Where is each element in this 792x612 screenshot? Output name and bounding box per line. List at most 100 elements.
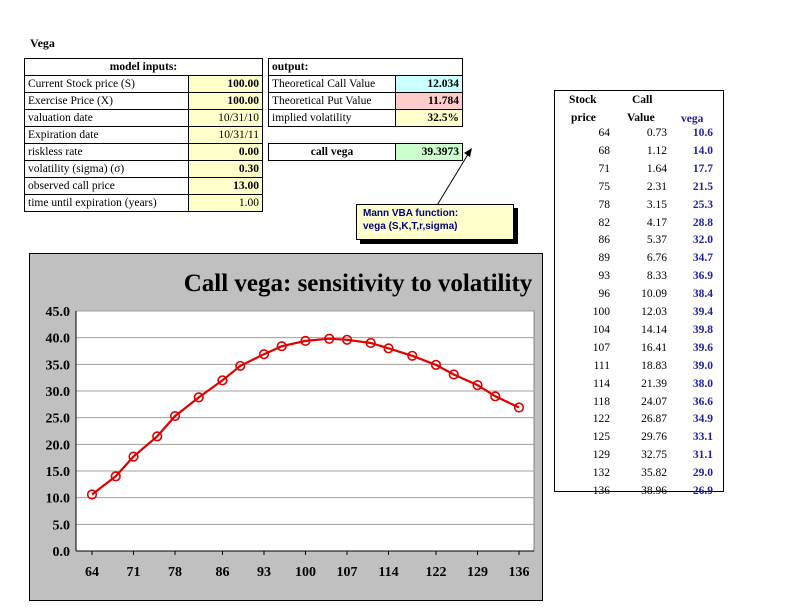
y-tick-label: 30.0 xyxy=(46,385,71,400)
input-label-expiration-date: Expiration date xyxy=(24,126,189,144)
data-point xyxy=(258,349,270,360)
data-point xyxy=(490,391,501,402)
data-point xyxy=(235,360,246,372)
vega-cell: 38.4 xyxy=(692,288,713,301)
table-row: 78 3.15 25.3 xyxy=(555,199,723,217)
call-vega-box: call vega 39.3973 xyxy=(268,143,463,161)
stock-price-cell: 78 xyxy=(598,198,611,211)
output-put-value[interactable]: 11.784 xyxy=(395,92,463,110)
call-value-cell: 1.64 xyxy=(646,162,667,175)
vega-cell: 39.8 xyxy=(692,323,713,336)
header-vega: vega xyxy=(681,113,704,125)
input-label-exercise-price: Exercise Price (X) xyxy=(24,92,189,110)
header-call-line2: Value xyxy=(627,112,655,124)
table-row: 118 24.07 36.6 xyxy=(555,396,723,414)
x-tick-label: 86 xyxy=(215,565,229,580)
y-tick-label: 20.0 xyxy=(46,438,71,453)
data-point xyxy=(128,451,139,462)
output-label-implied-volatility: implied volatility xyxy=(268,109,396,127)
stock-price-cell: 107 xyxy=(592,341,610,354)
table-row: 89 6.76 34.7 xyxy=(555,252,723,270)
vega-cell: 21.5 xyxy=(692,180,713,193)
stock-price-cell: 111 xyxy=(593,359,610,372)
y-tick-label: 15.0 xyxy=(46,465,71,480)
input-riskless-rate[interactable]: 0.00 xyxy=(187,143,264,161)
input-label-volatility: volatility (sigma) (σ) xyxy=(24,160,189,178)
vba-function-note: Mann VBA function: vega (S,K,T,r,sigma) xyxy=(356,204,514,240)
data-point xyxy=(513,402,525,413)
vega-cell: 39.4 xyxy=(692,306,713,318)
model-inputs-table: model inputs: Current Stock price (S) 10… xyxy=(24,58,264,212)
call-value-cell: 35.82 xyxy=(641,467,667,480)
input-volatility[interactable]: 0.30 xyxy=(187,160,264,178)
y-tick-label: 5.0 xyxy=(53,518,71,533)
x-tick-label: 114 xyxy=(378,565,398,580)
call-value-cell: 1.12 xyxy=(646,144,667,157)
input-exercise-price[interactable]: 100.00 xyxy=(187,92,264,110)
input-time-to-expiration[interactable]: 1.00 xyxy=(187,194,264,212)
stock-price-cell: 82 xyxy=(598,216,611,229)
table-row: 114 21.39 38.0 xyxy=(555,378,723,396)
call-value-cell: 6.76 xyxy=(646,252,667,265)
call-value-cell: 5.37 xyxy=(646,234,667,247)
data-point xyxy=(324,333,335,344)
vega-cell: 14.0 xyxy=(692,144,713,157)
y-tick-label: 35.0 xyxy=(46,358,71,373)
input-label-time-to-expiration: time until expiration (years) xyxy=(24,194,189,212)
call-value-cell: 10.09 xyxy=(641,288,667,301)
table-row: 82 4.17 28.8 xyxy=(555,217,723,235)
stock-price-cell: 118 xyxy=(593,395,610,408)
input-expiration-date[interactable]: 10/31/11 xyxy=(187,126,264,144)
vega-cell: 33.1 xyxy=(692,431,713,444)
call-value-cell: 29.76 xyxy=(641,431,667,444)
header-stock-line1: Stock xyxy=(569,94,597,106)
call-value-cell: 2.31 xyxy=(646,180,667,193)
sheet-title: Vega xyxy=(30,36,55,50)
call-value-cell: 8.33 xyxy=(646,270,667,283)
table-row: 104 14.14 39.8 xyxy=(555,324,723,342)
output-table: output: Theoretical Call Value 12.034 Th… xyxy=(268,58,463,127)
call-value-cell: 3.15 xyxy=(646,198,667,211)
inputs-header: model inputs: xyxy=(24,58,263,76)
input-valuation-date[interactable]: 10/31/10 xyxy=(187,109,264,127)
stock-price-cell: 122 xyxy=(592,413,610,426)
input-stock-price[interactable]: 100.00 xyxy=(187,75,264,93)
input-label-valuation-date: valuation date xyxy=(24,109,189,127)
call-value-cell: 16.41 xyxy=(641,341,667,354)
input-observed-call-price[interactable]: 13.00 xyxy=(187,177,264,195)
vega-cell: 36.6 xyxy=(692,395,713,408)
stock-price-cell: 64 xyxy=(598,127,611,139)
call-value-cell: 32.75 xyxy=(641,449,667,462)
table-row: 86 5.37 32.0 xyxy=(555,234,723,252)
call-value-cell: 18.83 xyxy=(641,359,667,372)
vega-cell: 34.9 xyxy=(692,413,713,426)
vega-cell: 26.9 xyxy=(692,485,713,497)
output-implied-volatility[interactable]: 32.5% xyxy=(395,109,463,127)
stock-price-cell: 93 xyxy=(598,270,611,283)
stock-price-cell: 96 xyxy=(598,288,611,301)
x-tick-label: 129 xyxy=(467,565,488,580)
call-vega-value[interactable]: 39.3973 xyxy=(395,143,463,161)
call-value-cell: 0.73 xyxy=(646,127,667,139)
vega-data-table: Stock price Call Value vega 64 0.73 10.6 68… xyxy=(554,90,724,497)
stock-price-cell: 136 xyxy=(592,485,610,497)
call-value-cell: 26.87 xyxy=(641,413,667,426)
data-point xyxy=(276,341,287,352)
y-tick-label: 25.0 xyxy=(46,412,71,427)
table-row: 136 38.96 26.9 xyxy=(555,485,723,503)
x-tick-label: 100 xyxy=(295,565,316,580)
table-row: 75 2.31 21.5 xyxy=(555,181,723,199)
table-row: 132 35.82 29.0 xyxy=(555,467,723,485)
plot-area xyxy=(75,310,535,552)
chart-title: Call vega: sensitivity to volatility xyxy=(184,270,533,297)
x-tick-label: 122 xyxy=(425,565,446,580)
output-call-value[interactable]: 12.034 xyxy=(395,75,463,93)
output-label-call-value: Theoretical Call Value xyxy=(268,75,396,93)
data-point xyxy=(86,489,98,500)
data-point xyxy=(341,334,353,345)
data-point xyxy=(152,431,163,442)
data-point xyxy=(383,343,394,354)
table-row: 96 10.09 38.4 xyxy=(555,288,723,306)
stock-price-cell: 75 xyxy=(598,180,611,193)
data-point xyxy=(110,471,121,482)
